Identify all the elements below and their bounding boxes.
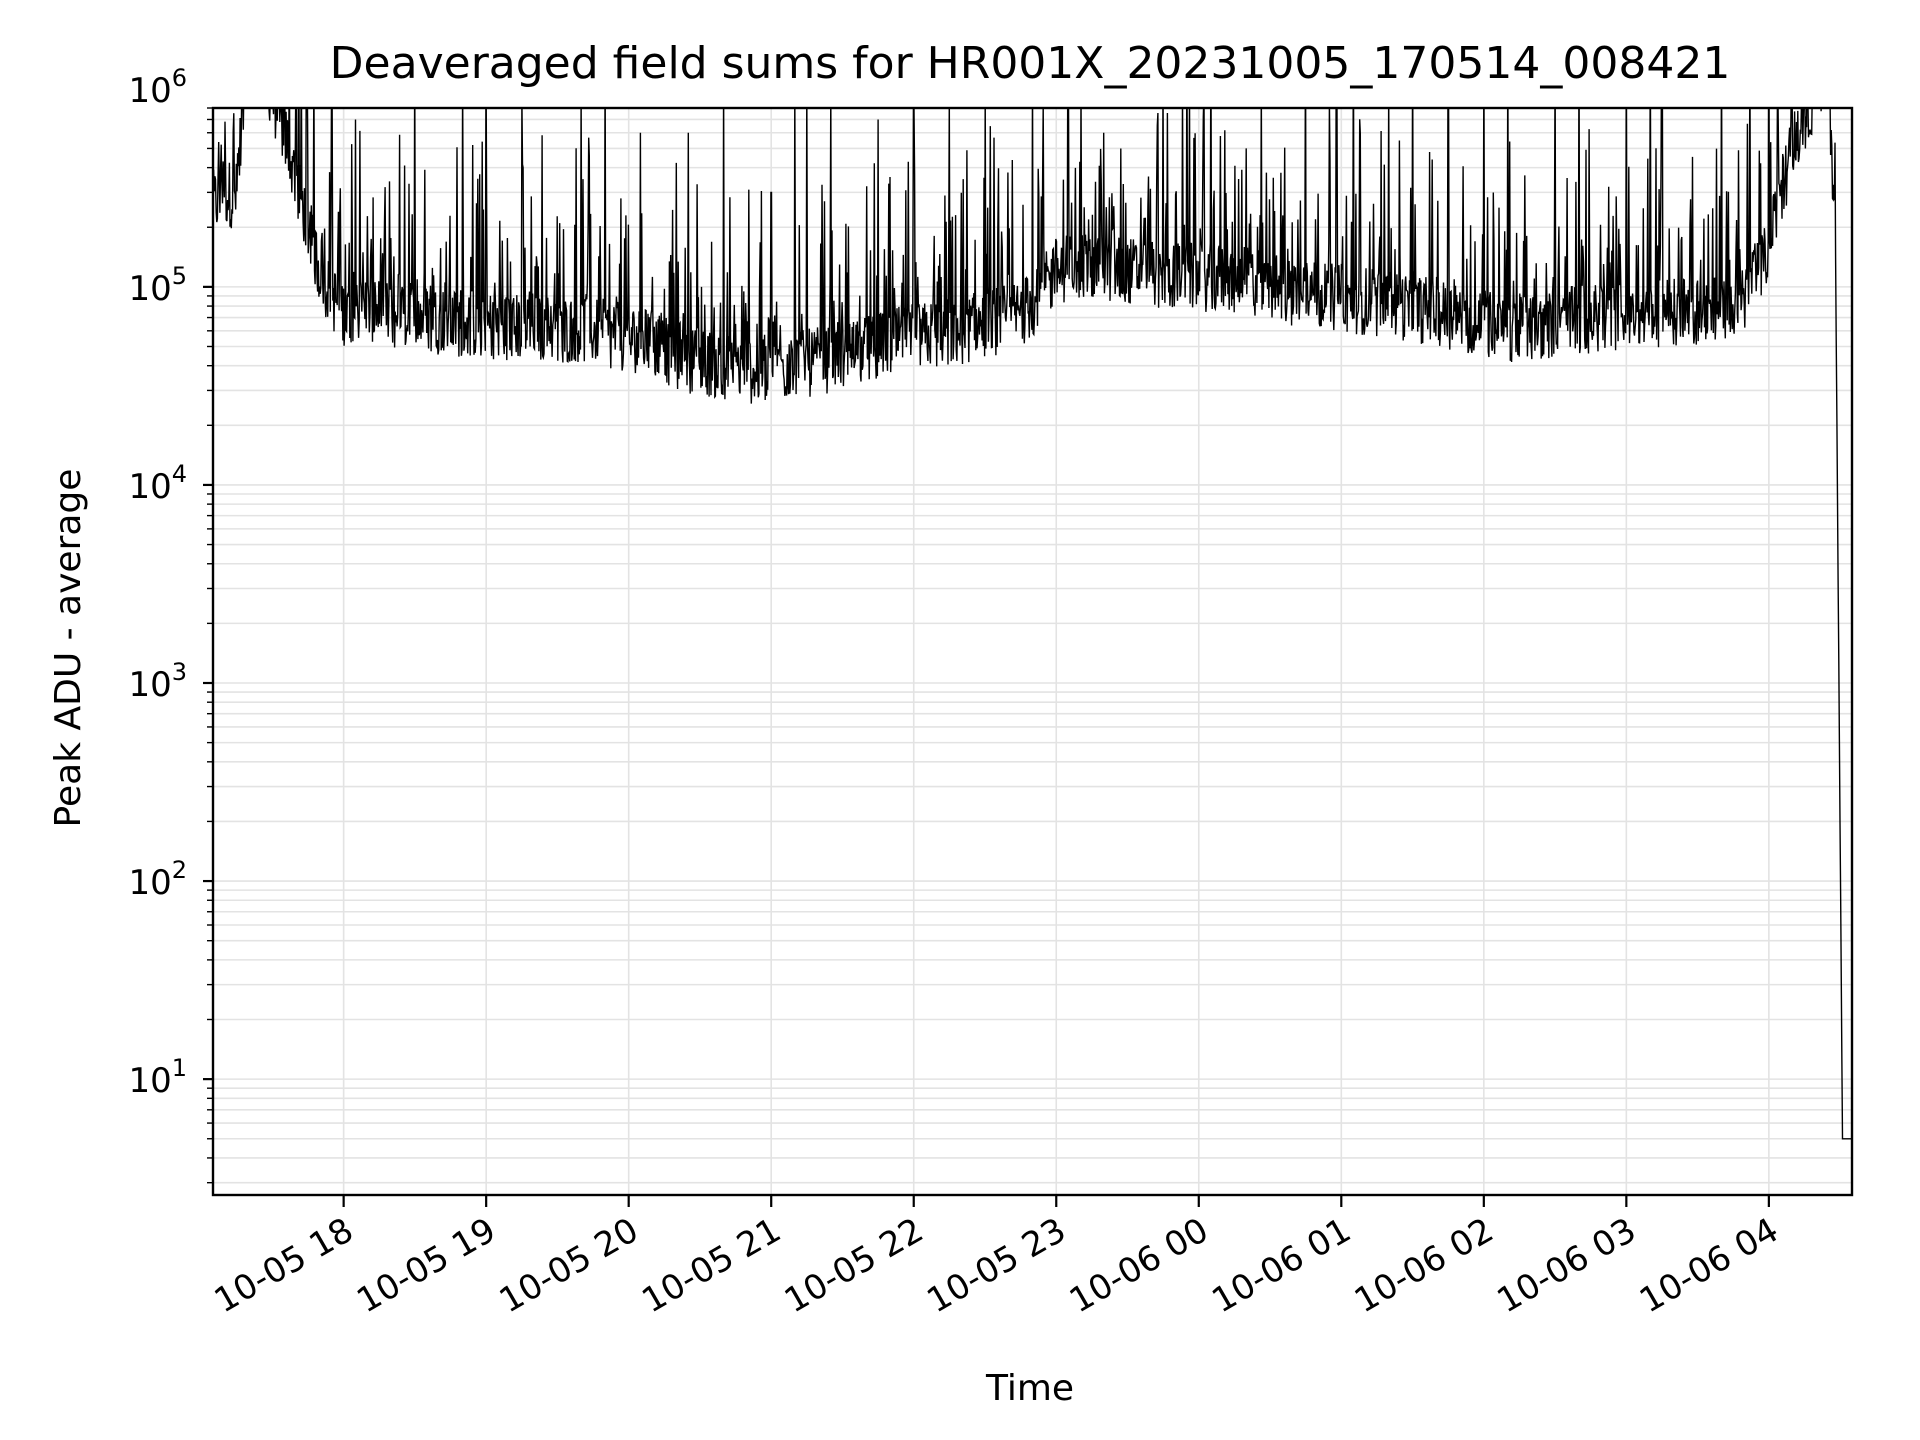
- y-tick-base: 10: [128, 1061, 171, 1101]
- y-tick-label: 101: [128, 1054, 187, 1101]
- y-tick-exponent: 4: [172, 460, 187, 488]
- ticks-group: [203, 107, 1770, 1207]
- plot-frame: [211, 106, 1854, 1197]
- y-tick-base: 10: [128, 269, 171, 309]
- y-tick-label: 102: [128, 856, 187, 903]
- y-tick-exponent: 1: [172, 1054, 187, 1082]
- chart-title: Deaveraged field sums for HR001X_2023100…: [330, 38, 1731, 89]
- series-line: [213, 108, 1852, 1140]
- y-tick-base: 10: [128, 71, 171, 111]
- y-axis-label: Peak ADU - average: [48, 469, 89, 828]
- y-tick-base: 10: [128, 467, 171, 507]
- y-tick-base: 10: [128, 863, 171, 903]
- y-tick-label: 106: [128, 64, 187, 111]
- y-tick-exponent: 6: [172, 64, 187, 92]
- y-tick-exponent: 5: [172, 262, 187, 290]
- y-tick-label: 105: [128, 262, 187, 309]
- series-group: [213, 108, 1852, 1140]
- y-tick-base: 10: [128, 665, 171, 705]
- x-axis-label: Time: [985, 1368, 1074, 1409]
- y-tick-exponent: 3: [172, 658, 187, 686]
- y-tick-label: 103: [128, 658, 187, 705]
- y-tick-label: 104: [128, 460, 187, 507]
- y-tick-exponent: 2: [172, 856, 187, 884]
